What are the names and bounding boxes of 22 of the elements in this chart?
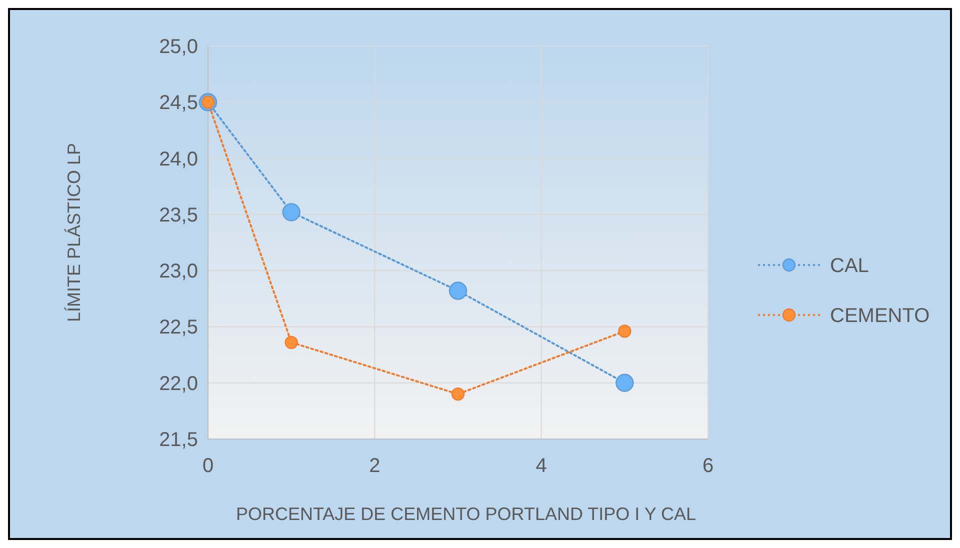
- point: [448, 282, 468, 300]
- point: [618, 324, 632, 338]
- y-tick-label: 24,5: [159, 92, 198, 114]
- x-tick-label: 6: [702, 455, 714, 477]
- y-tick-label: 23,5: [159, 204, 198, 226]
- y-tick-label: 21,5: [159, 429, 198, 451]
- x-tick-label: 2: [369, 455, 380, 477]
- x-tick-label: 4: [536, 455, 547, 477]
- point: [616, 374, 634, 392]
- y-tick-label: 22,5: [159, 316, 198, 339]
- y-tick-label: 24,0: [159, 148, 198, 170]
- x-axis-title: PORCENTAJE DE CEMENTO PORTLAND TIPO I Y CAL: [236, 504, 696, 524]
- x-tick-label: 0: [202, 455, 214, 477]
- legend-label: CEMENTO: [830, 305, 930, 327]
- point: [284, 336, 298, 350]
- point: [282, 203, 300, 222]
- y-axis-title: LÍMITE PLÁSTICO LP: [64, 142, 84, 322]
- y-tick-label: 25,0: [159, 36, 198, 58]
- y-tick-label: 23,0: [159, 260, 198, 283]
- y-tick-label: 22,0: [159, 372, 198, 395]
- point: [451, 387, 465, 401]
- legend-label: CAL: [830, 255, 869, 277]
